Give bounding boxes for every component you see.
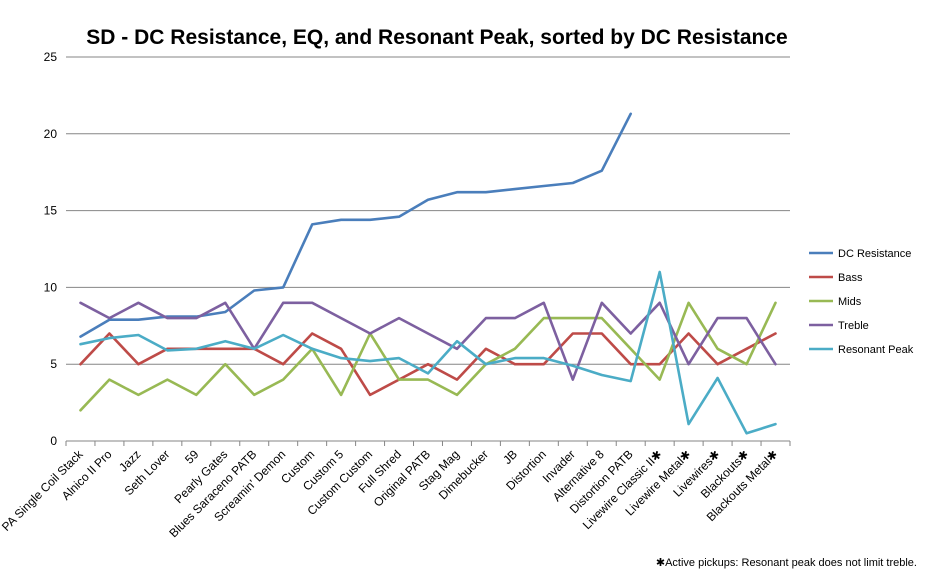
series-line-resonant-peak <box>79 270 777 435</box>
chart-title: SD - DC Resistance, EQ, and Resonant Pea… <box>86 26 787 49</box>
data-series <box>79 112 777 435</box>
legend-label: Treble <box>838 320 869 332</box>
legend-label: Bass <box>838 272 863 284</box>
y-axis-ticks: 0 5 10 15 20 25 <box>44 50 58 448</box>
y-tick-label: 5 <box>50 357 57 371</box>
legend: DC Resistance Bass Mids Treble Resonant Peak <box>809 248 914 356</box>
footnote-annotation: ✱Active pickups: Resonant peak does not … <box>656 557 917 569</box>
y-tick-label: 15 <box>44 204 58 218</box>
legend-label: Mids <box>838 296 862 308</box>
x-tick-label: JB <box>500 447 520 467</box>
series-line-mids <box>79 301 777 412</box>
y-tick-label: 0 <box>50 434 57 448</box>
series-line-treble <box>79 301 777 381</box>
y-tick-label: 25 <box>44 50 58 64</box>
y-tick-label: 10 <box>44 280 58 294</box>
gridlines <box>66 56 790 442</box>
y-tick-label: 20 <box>44 127 58 141</box>
x-tick-label: 59 <box>182 447 202 467</box>
series-line-dc-resistance <box>79 112 633 338</box>
legend-label: DC Resistance <box>838 248 911 260</box>
legend-label: Resonant Peak <box>838 344 914 356</box>
